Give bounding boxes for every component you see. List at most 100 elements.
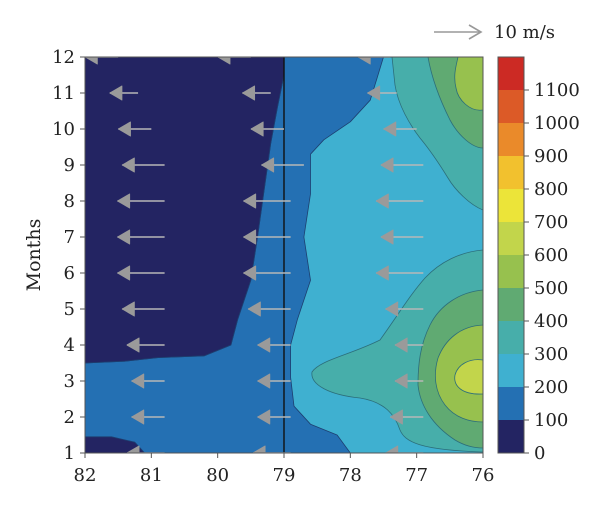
wind-vector xyxy=(252,445,291,453)
x-tick: 76 xyxy=(472,453,495,486)
y-tick: 4 xyxy=(64,335,85,356)
wind-vector xyxy=(131,373,165,389)
x-tick: 80 xyxy=(206,453,229,486)
wind-vector xyxy=(117,121,152,137)
wind-vector xyxy=(394,337,424,353)
y-tick: 9 xyxy=(64,155,85,176)
colorbar-segment xyxy=(498,387,524,420)
wind-vector xyxy=(375,193,424,209)
wind-vector xyxy=(217,57,251,65)
y-tick: 3 xyxy=(64,371,85,392)
colorbar-segment xyxy=(498,255,524,288)
y-tick-label: 8 xyxy=(64,191,75,212)
wind-vector xyxy=(383,121,417,137)
y-tick: 10 xyxy=(52,119,85,140)
contour-region-1 xyxy=(85,436,146,453)
colorbar-tick-label: 900 xyxy=(534,146,568,167)
wind-vector xyxy=(117,265,165,281)
x-tick: 82 xyxy=(74,453,97,486)
x-tick: 81 xyxy=(140,453,163,486)
wind-vector xyxy=(117,229,165,245)
wind-vector xyxy=(389,409,424,425)
y-tick-label: 4 xyxy=(64,335,75,356)
wind-vector xyxy=(257,373,291,389)
contour-500-600-upper xyxy=(454,57,483,111)
wind-vectors xyxy=(85,57,424,453)
contour-600-700-lower xyxy=(454,359,483,395)
vector-key: 10 m/s xyxy=(434,22,555,43)
y-tick-label: 12 xyxy=(52,47,75,68)
colorbar-tick-label: 400 xyxy=(534,311,568,332)
wind-vector xyxy=(242,85,271,101)
wind-vector xyxy=(380,157,424,173)
y-tick: 1 xyxy=(64,443,85,464)
wind-vector xyxy=(85,57,119,65)
colorbar-tick-label: 1000 xyxy=(534,113,580,134)
colorbar-segment xyxy=(498,189,524,222)
y-tick-label: 6 xyxy=(64,263,75,284)
wind-vector xyxy=(126,445,165,453)
wind-vector xyxy=(394,373,424,389)
wind-vector xyxy=(250,121,284,137)
wind-vector xyxy=(243,229,291,245)
wind-vector xyxy=(385,301,424,317)
x-tick: 79 xyxy=(273,453,295,486)
y-tick-label: 3 xyxy=(64,371,75,392)
colorbar-tick-label: 700 xyxy=(534,212,568,233)
y-tick: 11 xyxy=(52,83,85,104)
wind-vector xyxy=(247,301,291,317)
y-tick: 12 xyxy=(52,47,85,68)
y-tick: 8 xyxy=(64,191,85,212)
y-tick-label: 11 xyxy=(52,83,75,104)
x-axis: 82 81 80 79 78 77 76 xyxy=(74,453,495,486)
wind-vector xyxy=(121,301,165,317)
wind-vector xyxy=(121,157,165,173)
y-tick-label: 1 xyxy=(64,443,75,464)
x-tick: 78 xyxy=(339,453,362,486)
colorbar-segment xyxy=(498,288,524,321)
x-tick-label: 81 xyxy=(140,465,163,486)
wind-vector xyxy=(131,409,165,425)
contour-east-levels xyxy=(311,57,483,453)
colorbar-segment xyxy=(498,90,524,123)
wind-vector xyxy=(109,85,139,101)
x-tick: 77 xyxy=(405,453,428,486)
colorbar-segment xyxy=(498,123,524,156)
y-tick-label: 7 xyxy=(64,227,75,248)
wind-vector xyxy=(243,265,291,281)
vector-key-label: 10 m/s xyxy=(494,22,555,43)
colorbar-segment xyxy=(498,420,524,453)
colorbar-tick-label: 1100 xyxy=(534,80,580,101)
y-tick: 5 xyxy=(64,299,85,320)
x-tick-label: 76 xyxy=(472,465,495,486)
colorbar-tick-label: 200 xyxy=(534,377,568,398)
wind-vector xyxy=(375,265,424,281)
contour-region-0 xyxy=(85,57,285,364)
wind-vector xyxy=(117,193,165,209)
x-tick-label: 82 xyxy=(74,465,97,486)
y-tick: 7 xyxy=(64,227,85,248)
colorbar: 0 100 200 300 400 500 600 700 800 900 1000 1100 xyxy=(497,56,580,464)
wind-vector xyxy=(126,337,165,353)
wind-vector xyxy=(261,157,304,173)
colorbar-segment xyxy=(498,156,524,189)
wind-vector xyxy=(257,409,291,425)
wind-vector xyxy=(380,229,424,245)
y-tick-label: 9 xyxy=(64,155,75,176)
wind-vector xyxy=(367,85,397,101)
wind-vector xyxy=(357,57,391,65)
y-tick-label: 5 xyxy=(64,299,75,320)
wind-vector xyxy=(243,193,291,209)
y-tick: 2 xyxy=(64,407,85,428)
y-tick-label: 2 xyxy=(64,407,75,428)
colorbar-tick-label: 100 xyxy=(534,410,568,431)
colorbar-tick-label: 0 xyxy=(534,443,545,464)
wind-vector xyxy=(257,337,291,353)
colorbar-tick-label: 500 xyxy=(534,278,568,299)
y-tick-label: 10 xyxy=(52,119,75,140)
colorbar-segment xyxy=(498,354,524,387)
colorbar-tick-label: 300 xyxy=(534,344,568,365)
colorbar-segment xyxy=(498,321,524,354)
